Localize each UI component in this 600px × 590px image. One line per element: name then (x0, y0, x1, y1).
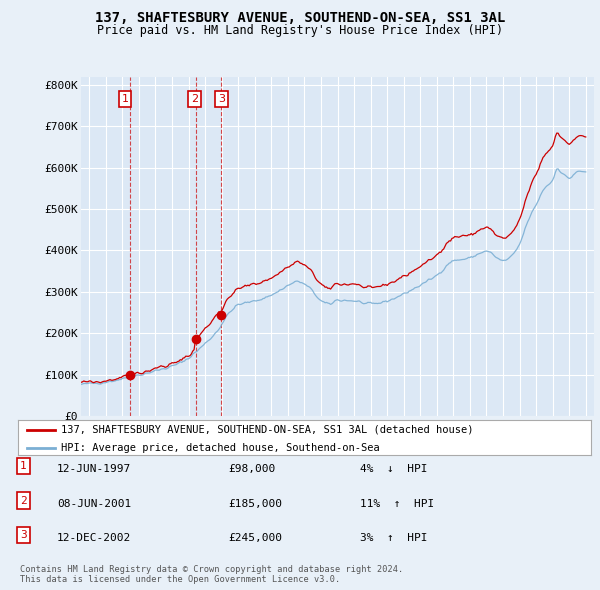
Text: £245,000: £245,000 (228, 533, 282, 543)
Text: £98,000: £98,000 (228, 464, 275, 474)
Text: 3: 3 (218, 94, 225, 104)
Text: 3: 3 (20, 530, 26, 540)
Text: Contains HM Land Registry data © Crown copyright and database right 2024.
This d: Contains HM Land Registry data © Crown c… (20, 565, 403, 584)
Text: 4%  ↓  HPI: 4% ↓ HPI (360, 464, 427, 474)
Text: Price paid vs. HM Land Registry's House Price Index (HPI): Price paid vs. HM Land Registry's House … (97, 24, 503, 37)
Text: £185,000: £185,000 (228, 499, 282, 509)
Text: 2: 2 (20, 496, 26, 506)
Text: 12-JUN-1997: 12-JUN-1997 (57, 464, 131, 474)
Text: 11%  ↑  HPI: 11% ↑ HPI (360, 499, 434, 509)
Text: 08-JUN-2001: 08-JUN-2001 (57, 499, 131, 509)
Text: 12-DEC-2002: 12-DEC-2002 (57, 533, 131, 543)
Text: 1: 1 (121, 94, 128, 104)
Text: 2: 2 (191, 94, 198, 104)
Text: 137, SHAFTESBURY AVENUE, SOUTHEND-ON-SEA, SS1 3AL (detached house): 137, SHAFTESBURY AVENUE, SOUTHEND-ON-SEA… (61, 425, 473, 435)
Text: HPI: Average price, detached house, Southend-on-Sea: HPI: Average price, detached house, Sout… (61, 442, 380, 453)
Text: 3%  ↑  HPI: 3% ↑ HPI (360, 533, 427, 543)
Text: 1: 1 (20, 461, 26, 471)
Text: 137, SHAFTESBURY AVENUE, SOUTHEND-ON-SEA, SS1 3AL: 137, SHAFTESBURY AVENUE, SOUTHEND-ON-SEA… (95, 11, 505, 25)
